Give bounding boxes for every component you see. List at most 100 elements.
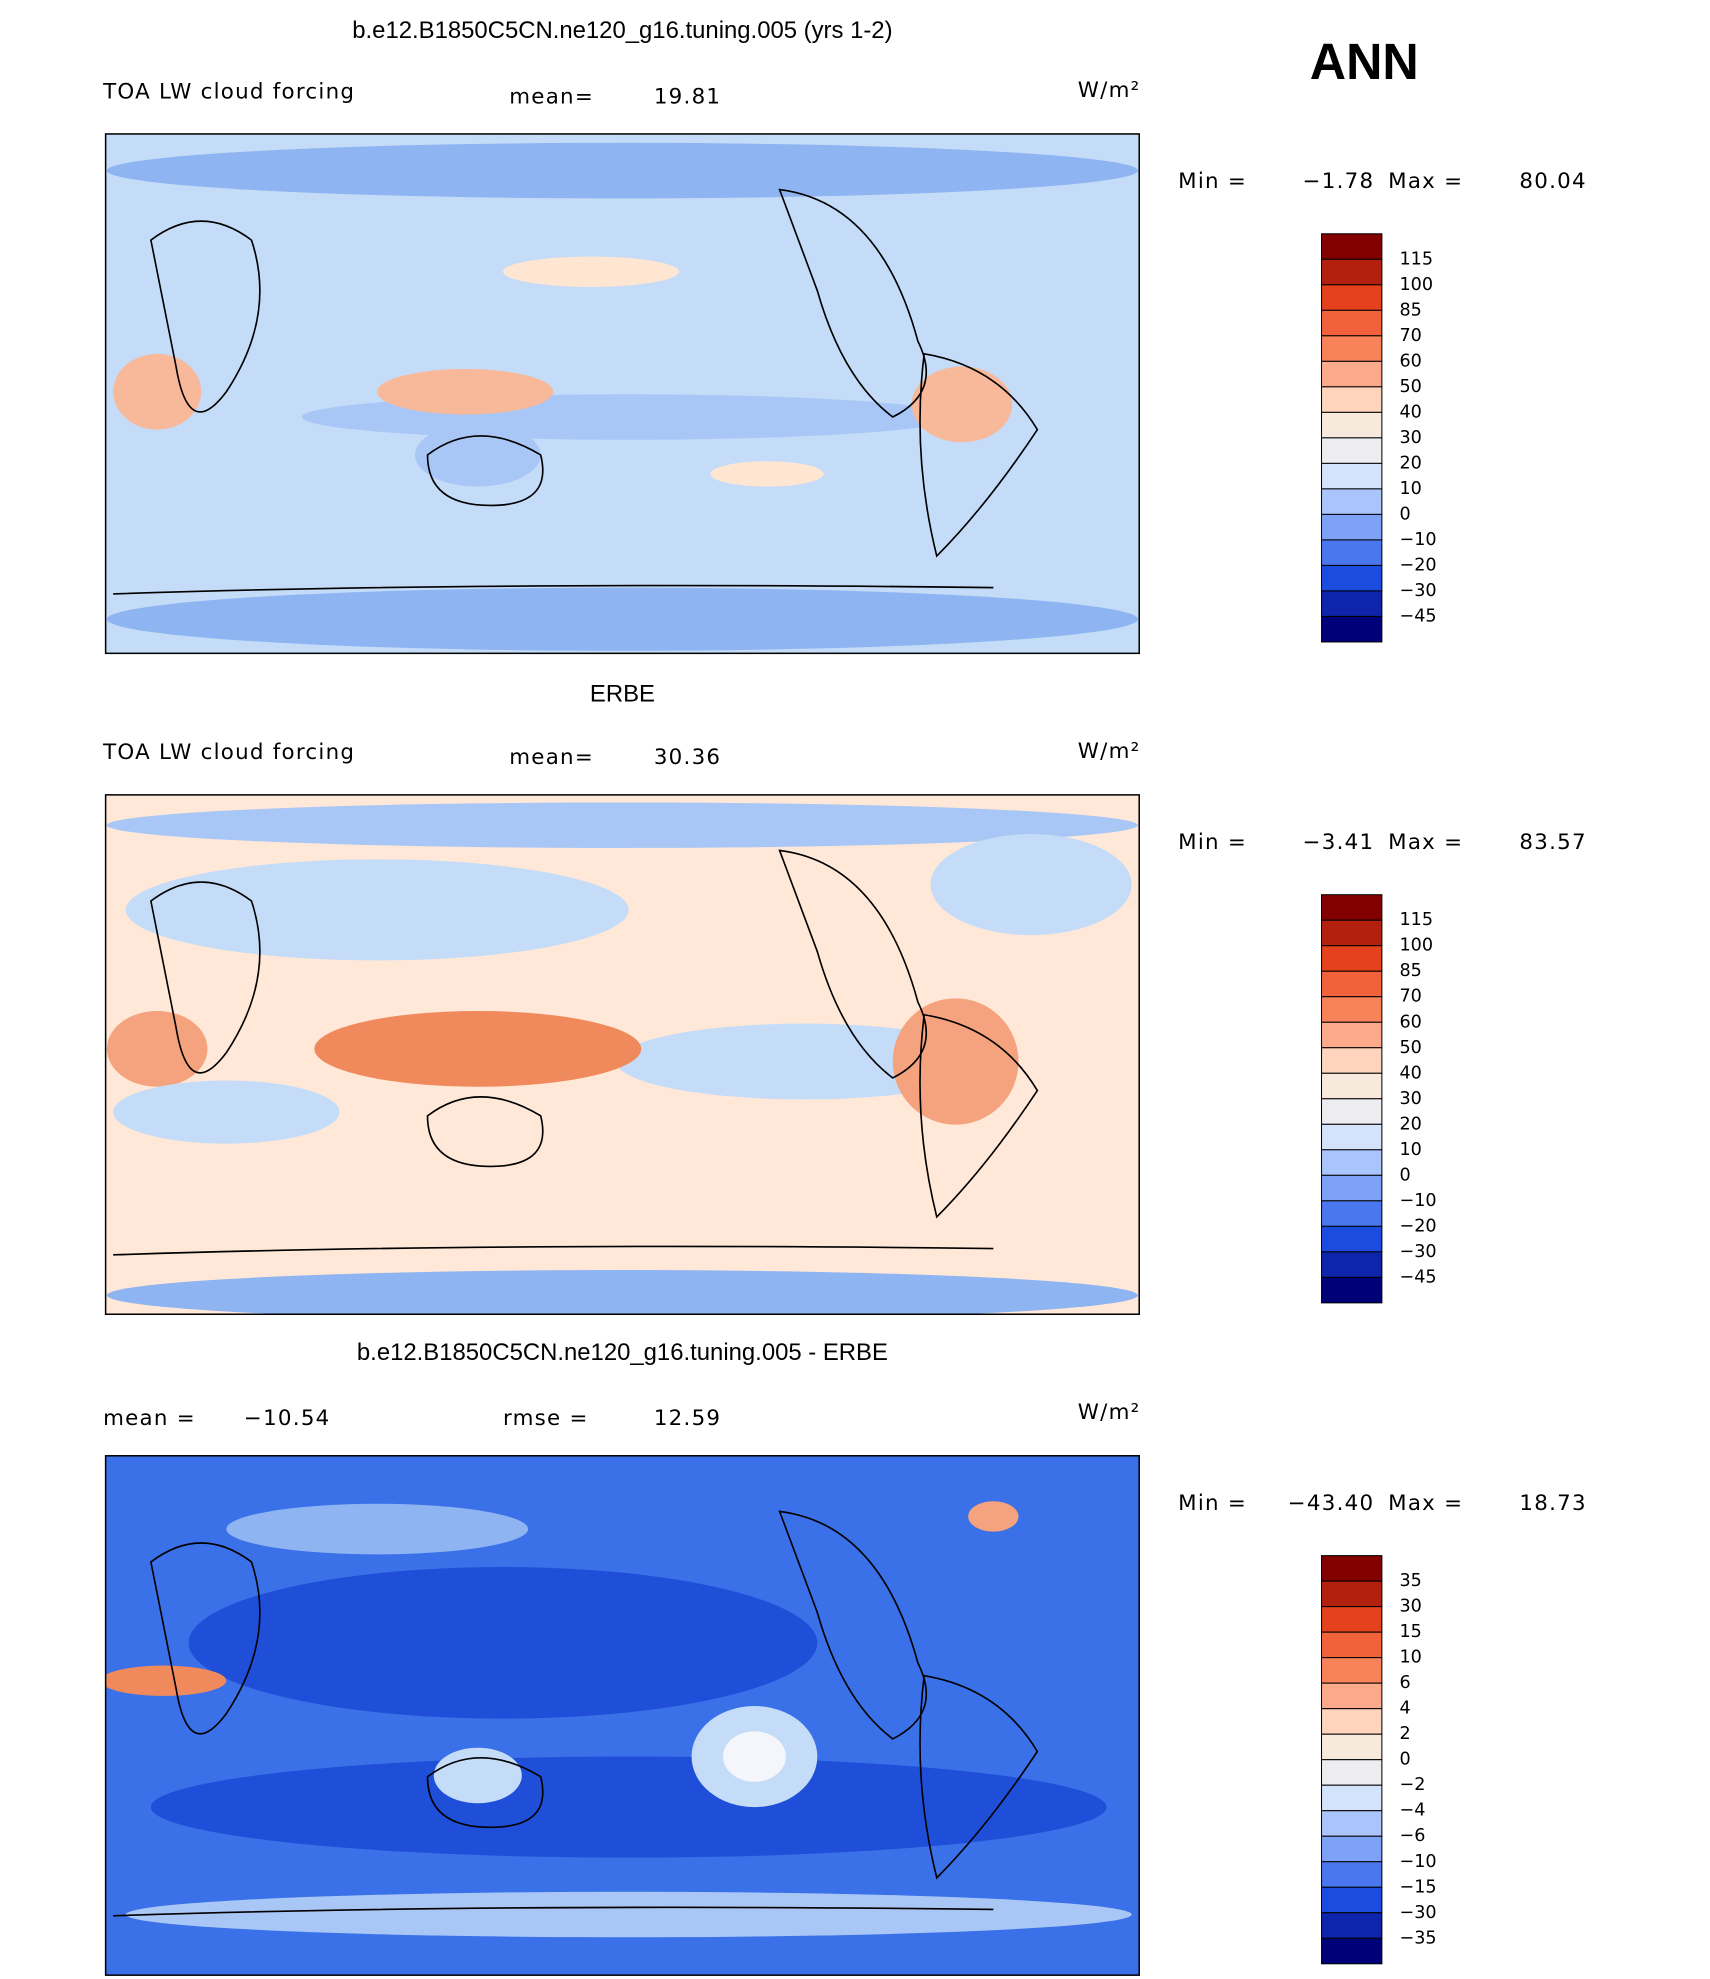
variable-label: TOA LW cloud forcing <box>102 740 355 765</box>
colorbar-box <box>1321 1784 1383 1812</box>
colorbar-label: 15 <box>1399 1622 1421 1642</box>
colorbar-label: 40 <box>1399 1063 1421 1083</box>
colorbar-label: 30 <box>1399 1089 1421 1109</box>
panel-title: b.e12.B1850C5CN.ne120_g16.tuning.005 (yr… <box>352 17 892 44</box>
colorbar-box <box>1321 996 1383 1023</box>
max-label: Max = <box>1388 830 1463 855</box>
colorbar-label: 30 <box>1399 1597 1421 1617</box>
colorbar-label: 20 <box>1399 1114 1421 1134</box>
coastline <box>113 1510 1039 1917</box>
colorbar-label: −45 <box>1399 1267 1436 1287</box>
colorbar-box <box>1321 513 1383 541</box>
stat-label: mean= <box>509 84 594 109</box>
colorbar-label: 10 <box>1399 479 1421 499</box>
map-frame <box>104 133 1140 655</box>
max-label: Max = <box>1388 1491 1463 1516</box>
colorbar-label: 60 <box>1399 1012 1421 1032</box>
colorbar-box <box>1321 590 1383 617</box>
map-contour <box>710 461 824 487</box>
map <box>105 794 1140 1315</box>
colorbar-label: 40 <box>1399 402 1421 422</box>
map <box>105 1455 1140 1976</box>
colorbar-label: 115 <box>1399 910 1433 930</box>
colorbar-label: 0 <box>1399 1750 1410 1770</box>
colorbar-box <box>1321 284 1383 311</box>
colorbar-box <box>1321 970 1383 998</box>
map-contour <box>125 1891 1132 1938</box>
colorbar-box <box>1321 564 1383 592</box>
colorbar-box <box>1321 1708 1383 1735</box>
colorbar-box <box>1321 386 1383 413</box>
colorbar-label: 100 <box>1399 936 1433 956</box>
map-contour <box>377 369 554 415</box>
colorbar-box <box>1321 335 1383 362</box>
colorbar-box <box>1321 258 1383 286</box>
map-frame <box>104 1455 1140 1976</box>
map-contour <box>106 142 1138 199</box>
colorbar-box <box>1321 1072 1383 1100</box>
map-contour <box>723 1731 786 1782</box>
colorbar-box <box>1321 488 1383 515</box>
colorbar-box <box>1321 1912 1383 1939</box>
colorbar-label: 2 <box>1399 1724 1410 1744</box>
map-contour <box>502 256 679 287</box>
stat-label: mean = <box>103 1406 196 1431</box>
min-value: −3.41 <box>1303 830 1375 855</box>
map-contour <box>113 353 202 430</box>
colorbar-box <box>1321 1276 1383 1304</box>
colorbar-box <box>1321 1937 1383 1965</box>
units-label: W/m² <box>1078 739 1141 764</box>
colorbar-label: 100 <box>1399 275 1433 295</box>
map-contour <box>892 998 1019 1125</box>
colorbar-label: 70 <box>1399 326 1421 346</box>
colorbar-box <box>1321 1657 1383 1684</box>
colorbar-label: −6 <box>1399 1826 1425 1846</box>
colorbar-box <box>1321 1733 1383 1761</box>
colorbar-label: −20 <box>1399 555 1436 575</box>
colorbar-box <box>1321 1682 1383 1710</box>
colorbar-label: 85 <box>1399 300 1421 320</box>
panel-title: ERBE <box>590 680 655 707</box>
colorbar-label: 35 <box>1399 1571 1421 1591</box>
map-contour <box>188 1566 818 1719</box>
colorbar-box <box>1321 309 1383 337</box>
colorbar-box <box>1321 539 1383 566</box>
variable-label: TOA LW cloud forcing <box>102 79 355 104</box>
units-label: W/m² <box>1078 1400 1141 1425</box>
colorbar-box <box>1321 1123 1383 1151</box>
colorbar-label: −35 <box>1399 1928 1436 1948</box>
colorbar-label: 50 <box>1399 1038 1421 1058</box>
coastline <box>113 188 1039 595</box>
colorbar-box <box>1321 1606 1383 1633</box>
colorbar-box <box>1321 615 1383 643</box>
colorbar-label: 30 <box>1399 428 1421 448</box>
colorbar-label: −10 <box>1399 1191 1436 1211</box>
colorbar-box <box>1321 1810 1383 1837</box>
colorbar-label: −30 <box>1399 581 1436 601</box>
map-contour <box>125 859 629 961</box>
map-contour <box>150 1756 1107 1858</box>
stat-label: mean= <box>509 745 594 770</box>
map-contour <box>106 587 1138 651</box>
colorbar-label: −10 <box>1399 530 1436 550</box>
panel-title: b.e12.B1850C5CN.ne120_g16.tuning.005 - E… <box>357 1339 888 1366</box>
colorbar-box <box>1321 1225 1383 1253</box>
colorbar-label: 6 <box>1399 1673 1410 1693</box>
min-label: Min = <box>1178 1491 1247 1516</box>
colorbar-label: −30 <box>1399 1242 1436 1262</box>
colorbar-box <box>1321 1555 1383 1582</box>
colorbar-box <box>1321 1886 1383 1914</box>
stat-value: 30.36 <box>654 745 721 770</box>
max-value: 80.04 <box>1519 169 1586 194</box>
map-contour <box>414 423 541 487</box>
colorbar-box <box>1321 1047 1383 1074</box>
colorbar-box <box>1321 1861 1383 1888</box>
map-contour <box>433 1747 522 1804</box>
map-contour <box>105 1665 227 1696</box>
colorbar-label: 50 <box>1399 377 1421 397</box>
min-value: −43.40 <box>1288 1491 1375 1516</box>
colorbar-box <box>1321 1200 1383 1227</box>
colorbar-label: 85 <box>1399 961 1421 981</box>
map-contour <box>106 802 1138 848</box>
